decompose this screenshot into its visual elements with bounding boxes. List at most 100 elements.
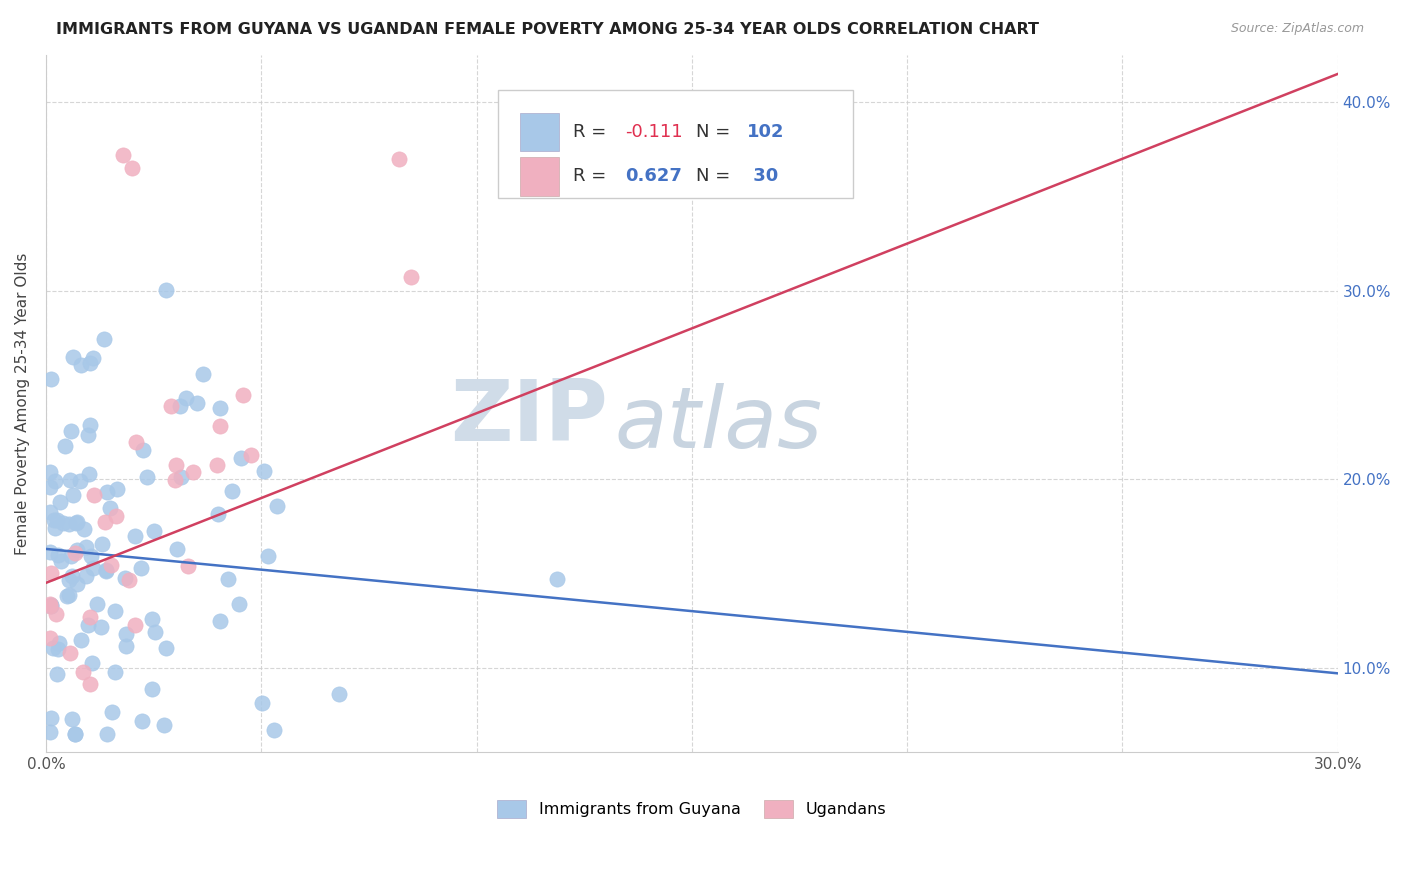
Point [177,558,200,573]
Point [240,448,263,462]
Bar [520,157,558,195]
Point [136,470,159,484]
Legend: Immigrants from Guyana, Ugandans: Immigrants from Guyana, Ugandans [491,794,893,825]
Point [79,356,101,370]
Point [65,516,87,530]
Point [114,571,136,585]
Point [39,725,62,739]
Point [205,458,228,472]
Point [79,677,101,691]
Point [232,388,254,402]
Point [105,508,128,523]
Point [263,723,285,737]
Point [112,148,135,162]
Point [228,597,250,611]
Point [45,513,67,527]
Point [181,465,204,479]
Point [90,620,112,634]
Point [101,705,124,719]
Point [59,646,82,660]
Point [39,481,62,495]
Text: N =: N = [696,123,735,141]
Text: R =: R = [574,123,612,141]
Text: R =: R = [574,168,612,186]
Text: 30: 30 [748,168,779,186]
Point [77,467,100,481]
Text: 0.627: 0.627 [624,168,682,186]
Point [82,561,104,575]
Point [208,614,231,628]
Point [80,549,103,564]
Point [39,599,62,613]
Point [83,488,105,502]
Point [169,400,191,414]
Point [46,667,69,681]
Point [257,549,280,564]
Point [105,482,128,496]
Point [186,396,208,410]
Point [42,640,65,655]
Point [176,391,198,405]
Point [165,458,187,473]
Point [208,418,231,433]
Point [58,573,80,587]
Point [399,270,422,285]
Point [546,572,568,586]
FancyBboxPatch shape [498,90,853,198]
Point [63,726,86,740]
Point [58,588,80,602]
Point [160,399,183,413]
Point [75,569,97,583]
Point [49,554,72,568]
Point [52,516,75,530]
Point [388,152,411,166]
Point [104,665,127,679]
Point [58,473,80,487]
Point [62,488,84,502]
Point [77,618,100,632]
Point [94,515,117,529]
Text: IMMIGRANTS FROM GUYANA VS UGANDAN FEMALE POVERTY AMONG 25-34 YEAR OLDS CORRELATI: IMMIGRANTS FROM GUYANA VS UGANDAN FEMALE… [56,22,1039,37]
Point [143,625,166,640]
Point [60,424,83,438]
Point [129,561,152,575]
Point [69,474,91,488]
Point [49,494,72,508]
Point [63,546,86,560]
Point [60,712,83,726]
Point [70,632,93,647]
Point [163,473,186,487]
Point [153,717,176,731]
Point [39,631,62,645]
Point [56,589,79,603]
Point [131,714,153,729]
Point [82,351,104,365]
Text: atlas: atlas [614,384,823,467]
Point [45,607,67,621]
Point [250,696,273,710]
Point [229,450,252,465]
Point [65,543,87,558]
Point [66,515,89,529]
Point [209,401,232,416]
Point [48,636,70,650]
Point [98,500,121,515]
Point [221,483,243,498]
Point [328,687,350,701]
Point [155,640,177,655]
Point [124,618,146,632]
Point [96,726,118,740]
Point [39,545,62,559]
Point [46,548,69,562]
Text: 102: 102 [748,123,785,141]
Point [77,427,100,442]
Point [39,372,62,386]
Point [79,417,101,432]
Point [58,516,80,531]
Point [41,599,63,613]
Text: Source: ZipAtlas.com: Source: ZipAtlas.com [1230,22,1364,36]
Point [132,442,155,457]
Point [141,681,163,696]
Point [70,358,93,372]
Point [114,627,136,641]
